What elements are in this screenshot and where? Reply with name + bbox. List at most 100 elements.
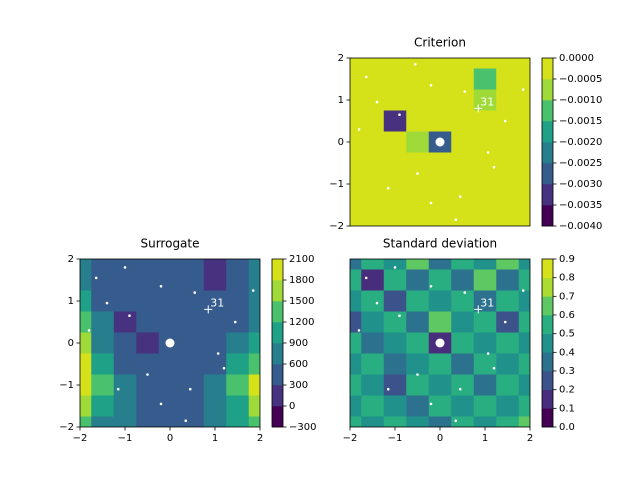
x-tick-label: 0	[437, 433, 443, 444]
contour-cell	[158, 311, 182, 333]
contour-cell	[113, 374, 137, 396]
contour-cell	[428, 173, 452, 195]
contour-cell	[350, 173, 362, 195]
colorbar-band	[272, 343, 283, 365]
contour-cell	[91, 374, 115, 396]
contour-cell	[451, 259, 475, 270]
colorbar-tick-label: 0.0000	[559, 53, 594, 64]
contour-cell	[350, 152, 362, 174]
sample-point	[492, 366, 496, 370]
contour-cell	[361, 58, 385, 69]
subplot-title: Surrogate	[140, 237, 199, 251]
contour-cell	[496, 259, 520, 270]
contour-cell	[350, 89, 362, 111]
sample-point	[216, 352, 220, 355]
contour-cell	[473, 58, 497, 69]
contour-cell	[406, 173, 430, 195]
contour-cell	[383, 68, 407, 90]
y-tick-label: 0	[68, 338, 74, 349]
x-tick-label: −2	[343, 433, 358, 444]
colorbar-tick-label: −300	[289, 422, 316, 433]
sample-point	[146, 373, 149, 376]
colorbar-tick-label: −0.0040	[559, 221, 602, 232]
contour-cell	[451, 395, 475, 417]
contour-cell	[361, 152, 385, 174]
sample-point	[105, 301, 109, 305]
contour-cell	[518, 131, 530, 153]
marker-label: 31	[480, 296, 494, 309]
contour-cell	[158, 353, 182, 375]
contour-cell	[113, 290, 137, 312]
contour-cell	[361, 353, 385, 375]
contour-cell	[226, 374, 250, 396]
contour-cell	[473, 110, 497, 132]
contour-cell	[518, 311, 530, 333]
contour-field	[350, 58, 530, 226]
colorbar-tick-label: −0.0010	[559, 95, 602, 106]
contour-cell	[451, 68, 475, 90]
contour-cell	[136, 395, 160, 417]
sample-point	[416, 172, 419, 175]
contour-cell	[361, 194, 385, 216]
contour-cell	[518, 353, 530, 375]
colorbar-band	[542, 371, 553, 390]
sample-point	[386, 186, 390, 190]
contour-cell	[248, 416, 260, 427]
contour-cell	[406, 110, 430, 132]
contour-cell	[113, 259, 137, 270]
colorbar-band	[542, 142, 553, 164]
contour-cell	[473, 89, 497, 111]
contour-cell	[518, 332, 530, 354]
sample-point	[463, 90, 467, 93]
contour-cell	[428, 152, 452, 174]
colorbar-tick-label: 1800	[289, 275, 314, 286]
colorbar-tick-label: 0.7	[559, 291, 575, 302]
contour-cell	[361, 68, 385, 90]
contour-cell	[203, 269, 227, 291]
contour-cell	[361, 290, 385, 312]
contour-cell	[473, 374, 497, 396]
contour-cell	[383, 89, 407, 111]
x-tick-label: 2	[527, 433, 533, 444]
contour-cell	[383, 152, 407, 174]
contour-cell	[80, 353, 92, 375]
colorbar-tick-label: 300	[289, 380, 308, 391]
contour-cell	[136, 374, 160, 396]
subplot-title: Standard deviation	[383, 237, 497, 251]
colorbar-tick-label: −0.0020	[559, 137, 602, 148]
marker-plus	[474, 104, 483, 113]
contour-cell	[113, 395, 137, 417]
contour-cell	[383, 131, 407, 153]
contour-cell	[406, 332, 430, 354]
sample-point	[364, 75, 368, 79]
contour-cell	[428, 259, 452, 270]
contour-cell	[518, 89, 530, 111]
marker-plus	[474, 305, 483, 314]
contour-cell	[248, 332, 260, 354]
contour-cell	[383, 353, 407, 375]
best-point	[435, 137, 445, 147]
contour-cell	[350, 374, 362, 396]
contour-cell	[136, 290, 160, 312]
contour-cell	[203, 416, 227, 427]
y-tick-label: −2	[329, 221, 344, 232]
contour-cell	[406, 259, 430, 270]
contour-cell	[428, 416, 452, 427]
contour-cell	[383, 194, 407, 216]
contour-cell	[451, 374, 475, 396]
contour-cell	[350, 58, 362, 69]
colorbar-band	[272, 364, 283, 386]
y-tick-label: 0	[338, 137, 344, 148]
sample-point	[393, 266, 397, 269]
contour-field	[80, 259, 260, 427]
contour-cell	[350, 353, 362, 375]
contour-cell	[350, 110, 362, 132]
contour-cell	[406, 58, 430, 69]
contour-cell	[350, 395, 362, 417]
contour-cell	[80, 269, 92, 291]
contour-cell	[383, 173, 407, 195]
contour-cell	[248, 395, 260, 417]
colorbar-tick-label: 0.4	[559, 347, 575, 358]
sample-point	[463, 291, 467, 294]
contour-cell	[383, 416, 407, 427]
